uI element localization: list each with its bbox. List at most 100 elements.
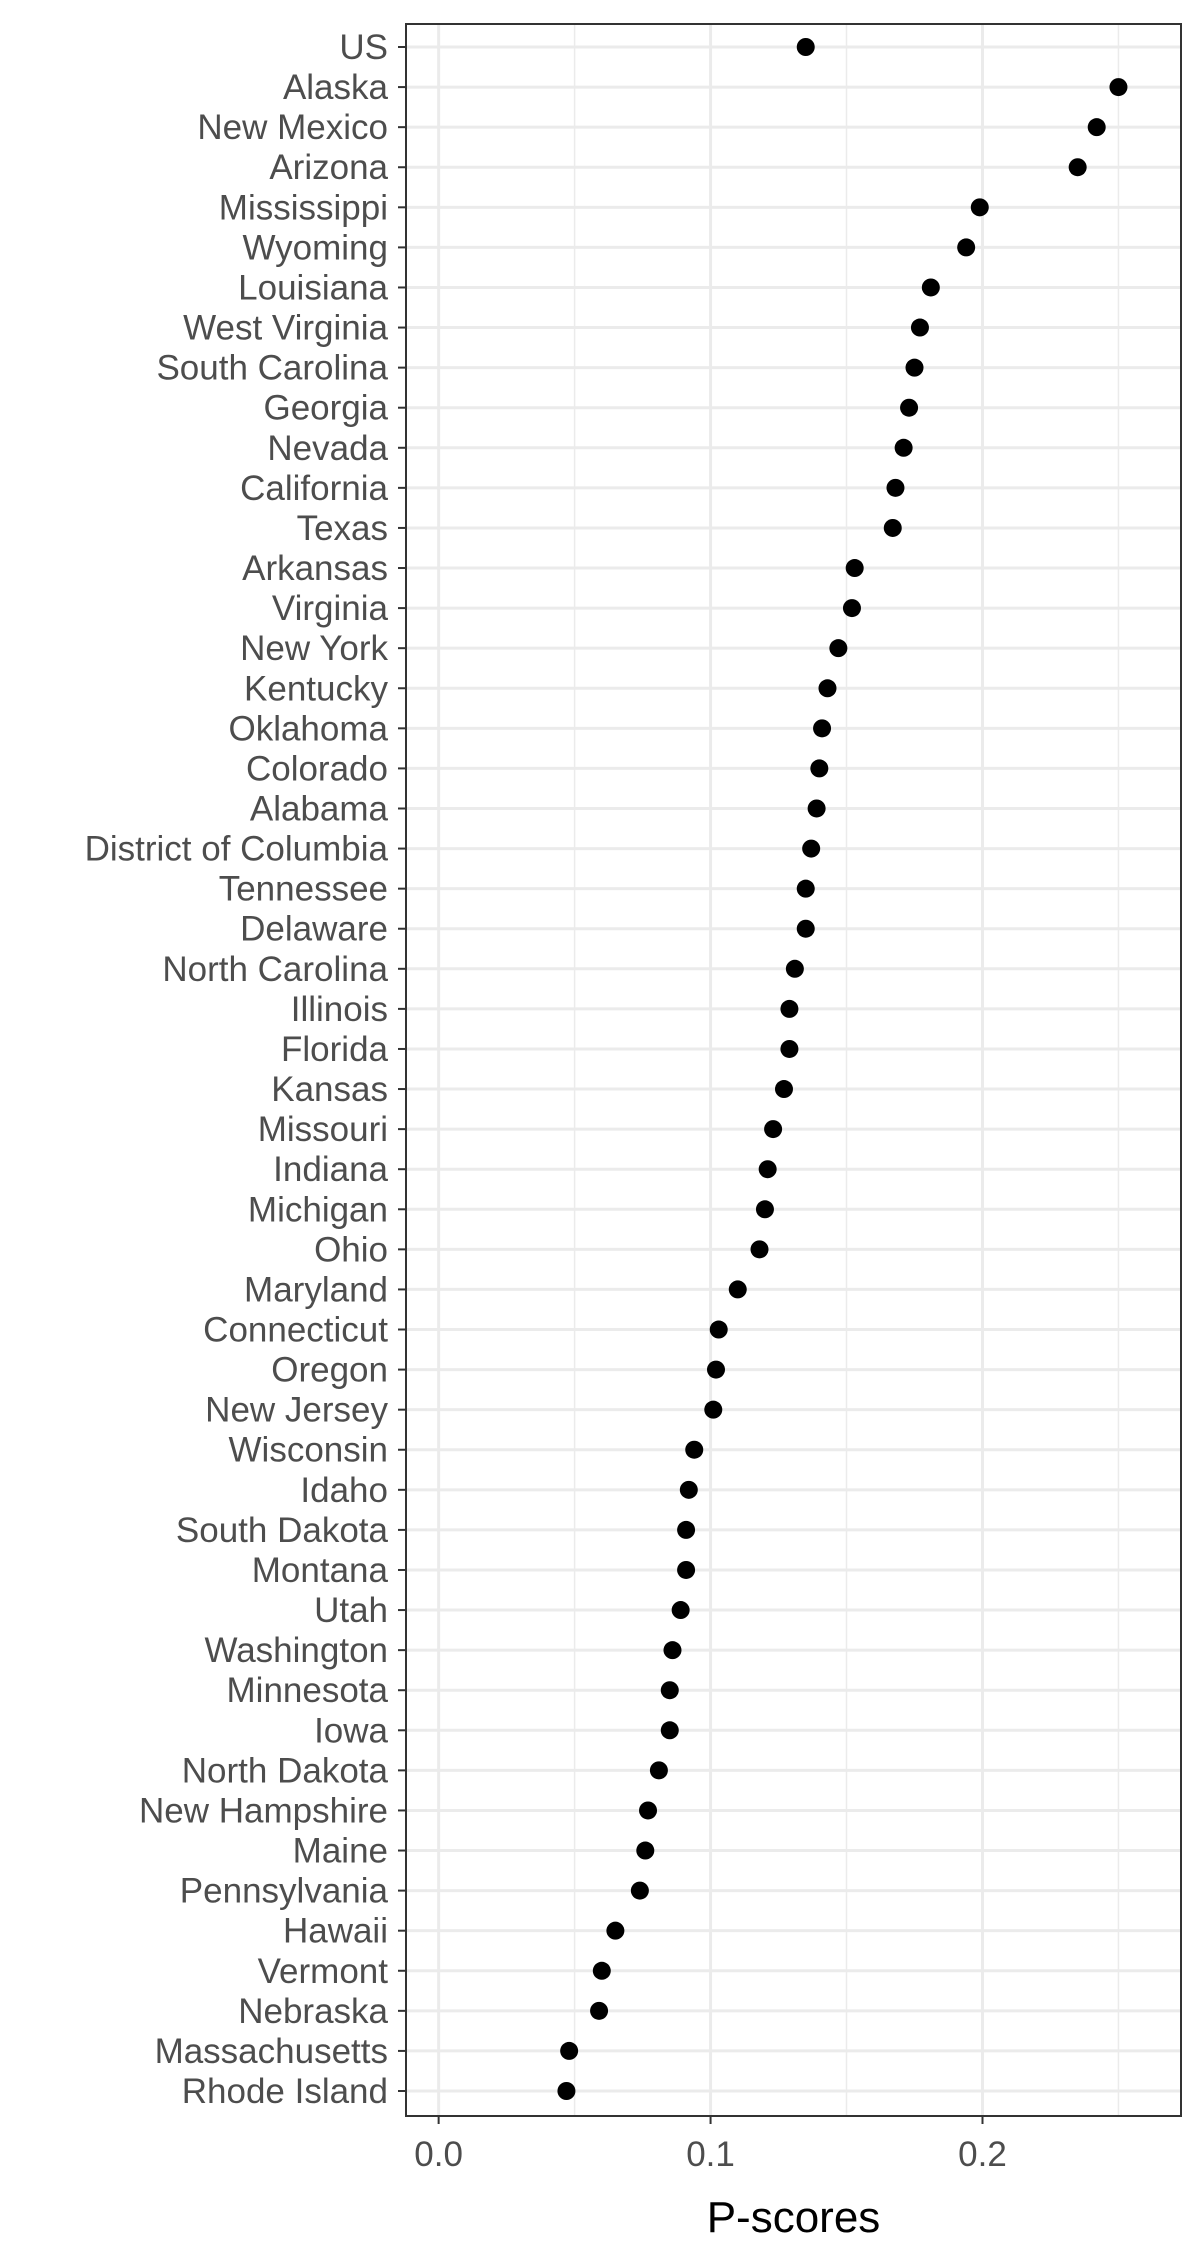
y-tick-label: Mississippi — [219, 188, 388, 227]
y-tick-label: US — [339, 28, 388, 67]
data-point — [679, 1480, 698, 1499]
y-tick-label: South Dakota — [176, 1511, 389, 1550]
y-tick-label: Kansas — [271, 1070, 388, 1109]
data-point — [764, 1120, 783, 1139]
data-point — [802, 839, 821, 858]
data-point — [842, 599, 861, 618]
y-tick-label: Colorado — [246, 749, 388, 788]
data-point — [677, 1560, 696, 1579]
y-tick-label: New Hampshire — [139, 1791, 388, 1830]
data-point — [796, 919, 815, 938]
y-tick-label: Wisconsin — [229, 1431, 388, 1470]
data-point — [639, 1801, 658, 1820]
y-tick-label: Alaska — [283, 68, 389, 107]
data-point — [886, 478, 905, 497]
y-tick-label: Connecticut — [203, 1311, 388, 1350]
data-point — [592, 1961, 611, 1980]
y-tick-label: Michigan — [248, 1190, 388, 1229]
data-point — [660, 1721, 679, 1740]
data-point — [796, 879, 815, 898]
y-tick-label: Ohio — [314, 1230, 388, 1269]
data-point — [707, 1360, 725, 1379]
x-tick-label: 0.2 — [958, 2135, 1007, 2174]
y-tick-label: Nebraska — [238, 1992, 388, 2031]
data-point — [671, 1601, 690, 1620]
x-axis: 0.0 0.1 0.2 — [414, 2116, 1007, 2174]
data-points — [557, 38, 1128, 2100]
y-tick-label: Nevada — [267, 429, 388, 468]
y-tick-label: Florida — [281, 1030, 389, 1069]
y-tick-label: New Jersey — [205, 1391, 388, 1430]
data-point — [677, 1520, 696, 1539]
y-tick-label: Delaware — [240, 910, 388, 949]
x-axis-title: P-scores — [707, 2193, 881, 2242]
data-point — [829, 639, 848, 658]
y-tick-label: Hawaii — [283, 1912, 388, 1951]
y-tick-label: California — [240, 469, 388, 508]
y-tick-label: Oregon — [271, 1351, 388, 1390]
data-point — [780, 999, 799, 1018]
y-tick-label: New Mexico — [197, 108, 388, 147]
data-point — [590, 2001, 609, 2020]
data-point — [1109, 78, 1128, 97]
y-tick-label: Pennsylvania — [180, 1872, 389, 1911]
y-tick-label: Vermont — [258, 1952, 389, 1991]
data-point — [957, 238, 976, 257]
y-tick-label: Texas — [297, 509, 388, 548]
data-point — [755, 1200, 774, 1219]
data-point — [807, 799, 826, 818]
y-tick-label: Idaho — [300, 1471, 388, 1510]
data-point — [606, 1921, 625, 1940]
x-tick-label: 0.1 — [686, 2135, 735, 2174]
data-point — [750, 1240, 769, 1259]
y-tick-label: District of Columbia — [85, 830, 389, 869]
y-tick-label: Washington — [204, 1631, 388, 1670]
y-tick-label: North Dakota — [182, 1751, 389, 1790]
data-point — [685, 1440, 704, 1459]
y-tick-label: Arizona — [269, 148, 388, 187]
y-tick-label: Minnesota — [227, 1671, 389, 1710]
data-point — [560, 2041, 579, 2060]
y-tick-label: Alabama — [250, 789, 389, 828]
data-point — [796, 38, 815, 56]
y-tick-label: Virginia — [272, 589, 389, 628]
data-point — [1068, 158, 1087, 177]
data-point — [845, 559, 864, 578]
data-point — [630, 1881, 649, 1900]
data-point — [894, 438, 913, 457]
data-point — [728, 1280, 747, 1299]
data-point — [785, 959, 804, 978]
y-tick-label: Wyoming — [242, 228, 388, 267]
data-point — [1087, 118, 1106, 137]
y-tick-label: Rhode Island — [182, 2072, 388, 2111]
data-point — [905, 358, 924, 377]
y-tick-label: North Carolina — [162, 950, 388, 989]
data-point — [921, 278, 940, 297]
y-tick-label: Missouri — [258, 1110, 388, 1149]
y-tick-label: Georgia — [263, 389, 388, 428]
y-tick-label: Tennessee — [219, 870, 388, 909]
data-point — [883, 518, 902, 537]
y-tick-label: Louisiana — [238, 268, 388, 307]
y-tick-label: West Virginia — [183, 309, 388, 348]
data-point — [810, 759, 829, 778]
panel-border — [405, 23, 1182, 2117]
y-tick-label: Montana — [252, 1551, 389, 1590]
data-point — [636, 1841, 655, 1860]
data-point — [663, 1641, 682, 1660]
y-tick-label: Massachusetts — [155, 2032, 388, 2071]
data-point — [704, 1400, 723, 1419]
grid-lines — [406, 24, 1181, 2116]
y-tick-label: Indiana — [273, 1150, 388, 1189]
x-tick-label: 0.0 — [414, 2135, 463, 2174]
y-tick-label: New York — [240, 629, 388, 668]
data-point — [557, 2082, 576, 2100]
data-point — [649, 1761, 668, 1780]
y-tick-label: South Carolina — [156, 349, 388, 388]
data-point — [813, 719, 832, 738]
y-tick-label: Oklahoma — [228, 709, 388, 748]
data-point — [660, 1681, 679, 1700]
